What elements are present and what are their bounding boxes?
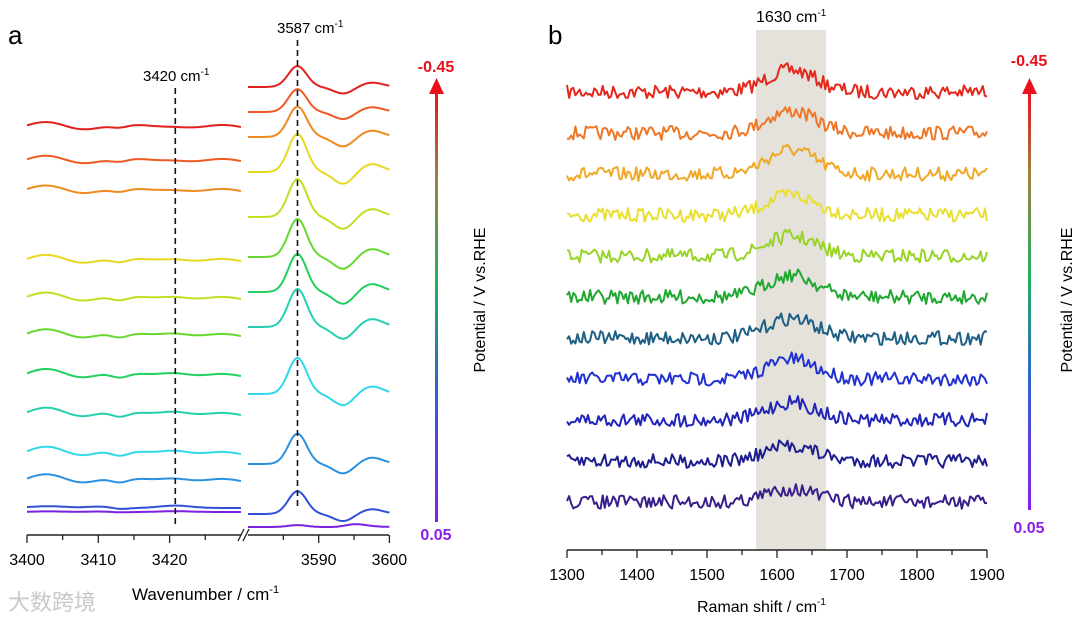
highlight-band [756, 30, 826, 550]
panel-a-right-series-9 [248, 432, 390, 475]
panel-b-series-10 [566, 483, 988, 510]
colorbar-b-arrow [1028, 90, 1031, 510]
panel-b-tick-label: 1900 [969, 567, 1005, 584]
panel-b-series-2 [566, 143, 988, 182]
panel-b-tick-label: 1600 [759, 567, 795, 584]
panel-a-left-series-2 [26, 184, 242, 194]
panel-a-left-series-0 [26, 121, 242, 131]
panel-b-tick-label: 1400 [619, 567, 655, 584]
panel-b-series-8 [566, 394, 988, 428]
panel-a-tick-label: 3410 [81, 552, 117, 569]
axis-break-icon [237, 528, 250, 542]
panel-a-left-series-3 [26, 253, 242, 264]
panel-b-series-9 [566, 439, 988, 469]
panel-a-right-series-0 [248, 65, 390, 95]
panel-b-xlabel: Raman shift / cm-1 [697, 597, 826, 616]
panel-b-series-6 [566, 312, 988, 346]
panel-b-series-1 [566, 106, 988, 141]
annotation-1630: 1630 cm-1 [756, 8, 827, 26]
panel-b-tick-label: 1800 [899, 567, 935, 584]
panel-a-left-series-7 [26, 406, 242, 418]
panel-a-right-series-3 [248, 132, 390, 185]
panel-a-left-series-10 [26, 504, 241, 510]
colorbar-b-top: -0.45 [1011, 53, 1048, 70]
panel-b-series-4 [566, 228, 988, 264]
annotation-3587: 3587 cm-1 [277, 19, 344, 37]
colorbar-b-bottom: 0.05 [1013, 520, 1044, 537]
panel-b-plot: 1300 1400 1500 1600 1700 1800 1900 [549, 62, 1005, 584]
panel-a-right-series-7 [248, 287, 390, 340]
colorbar-b: -0.45 0.05 Potential / V vs.RHE [1011, 53, 1076, 537]
panel-a-tick-label: 3590 [301, 552, 337, 569]
panel-a-left-series-9 [26, 473, 242, 484]
panel-a-left-series-11 [27, 510, 241, 514]
panel-a-tick-label: 3400 [9, 552, 45, 569]
panel-a-left-series-4 [26, 291, 242, 302]
panel-b-tick-label: 1700 [829, 567, 865, 584]
panel-a-left-series-8 [26, 445, 242, 457]
panel-b-tick-label: 1500 [689, 567, 725, 584]
colorbar-a-label: Potential / V vs.RHE [472, 228, 489, 373]
panel-a-tick-label: 3600 [372, 552, 408, 569]
panel-b-series-0 [566, 62, 988, 100]
panel-a-right-series-5 [248, 217, 390, 270]
colorbar-b-label: Potential / V vs.RHE [1059, 228, 1076, 373]
panel-b-series-7 [566, 351, 988, 387]
panel-a-right-series-11 [248, 523, 390, 528]
panel-a-right-series-8 [248, 356, 390, 407]
panel-a-tick-label: 3420 [152, 552, 188, 569]
annotation-3420: 3420 cm-1 [143, 67, 210, 85]
watermark: 大数跨境 [8, 591, 97, 616]
panel-a-left-series-5 [26, 328, 242, 339]
panel-b-label: b [548, 20, 562, 50]
arrow-up-icon [1022, 78, 1037, 94]
panel-b-series-5 [566, 268, 988, 305]
arrow-up-icon [429, 78, 444, 94]
panel-a-xlabel: Wavenumber / cm-1 [132, 584, 279, 604]
panel-a-left-series-1 [26, 154, 242, 165]
panel-a-right-series-2 [248, 105, 390, 148]
colorbar-a: -0.45 0.05 Potential / V vs.RHE [418, 59, 489, 544]
colorbar-a-top: -0.45 [418, 59, 455, 76]
panel-a-right-series-1 [248, 88, 390, 121]
colorbar-a-arrow [435, 90, 438, 522]
panel-a-label: a [8, 20, 23, 50]
panel-a-plot: 3400 3410 3420 3590 3600 [9, 40, 407, 569]
panel-b-tick-label: 1300 [549, 567, 585, 584]
panel-b-series-3 [566, 189, 988, 223]
panel-a-left-series-6 [26, 368, 242, 379]
panel-a-right-series-6 [248, 252, 390, 305]
panel-a-right-series-10 [248, 490, 390, 523]
colorbar-a-bottom: 0.05 [420, 527, 451, 544]
panel-a-right-series-4 [248, 177, 390, 230]
